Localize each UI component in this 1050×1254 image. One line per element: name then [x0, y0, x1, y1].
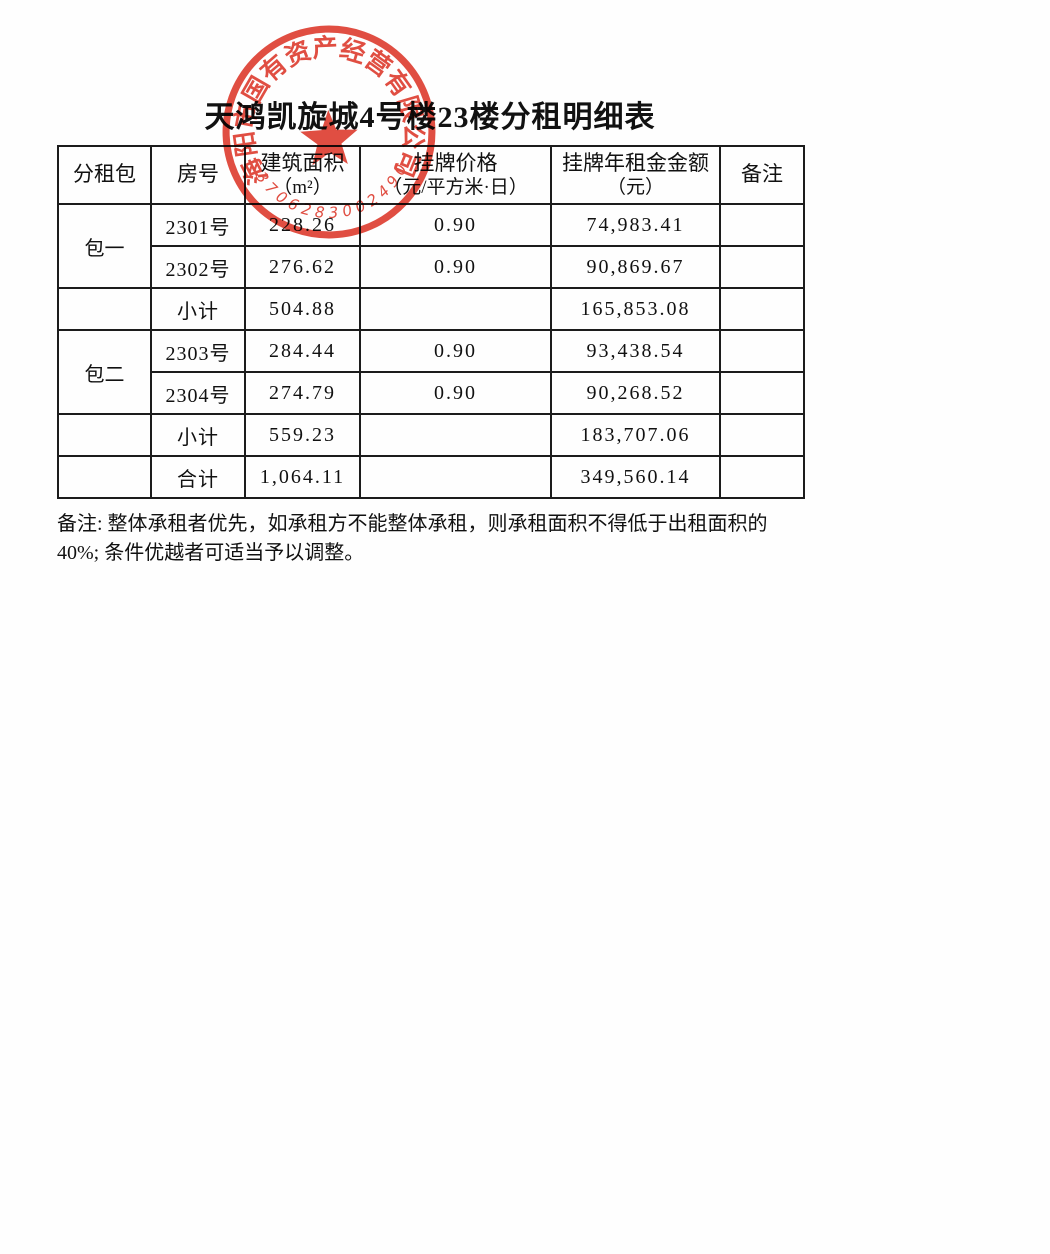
cell-room: 2302号 [150, 245, 246, 289]
cell-note [719, 287, 805, 331]
cell-note [719, 245, 805, 289]
cell-rent: 165,853.08 [550, 287, 721, 331]
cell-group-empty [57, 287, 152, 331]
footer-remark: 备注: 整体承租者优先，如承租方不能整体承租，则承租面积不得低于出租面积的 40… [57, 510, 802, 568]
cell-area: 504.88 [244, 287, 361, 331]
table-row-subtotal: 小计 504.88 165,853.08 [57, 287, 805, 331]
cell-area: 284.44 [244, 329, 361, 373]
cell-rent: 74,983.41 [550, 203, 721, 247]
cell-room: 小计 [150, 287, 246, 331]
header-package: 分租包 [57, 145, 152, 205]
header-area: 建筑面积 （m²） [244, 145, 361, 205]
cell-room: 2304号 [150, 371, 246, 415]
cell-room: 2301号 [150, 203, 246, 247]
cell-note [719, 329, 805, 373]
header-room: 房号 [150, 145, 246, 205]
cell-room: 小计 [150, 413, 246, 457]
header-price: 挂牌价格 （元/平方米·日） [359, 145, 552, 205]
cell-area: 559.23 [244, 413, 361, 457]
cell-price [359, 287, 552, 331]
cell-price: 0.90 [359, 245, 552, 289]
cell-price [359, 455, 552, 499]
cell-note [719, 203, 805, 247]
table-row-subtotal: 小计 559.23 183,707.06 [57, 413, 805, 457]
header-remark: 备注 [719, 145, 805, 205]
table-row: 包二 2303号 284.44 0.90 93,438.54 [57, 329, 805, 415]
table-row: 2304号 274.79 0.90 90,268.52 [58, 371, 805, 415]
cell-rent: 349,560.14 [550, 455, 721, 499]
footer-remark-line1: 备注: 整体承租者优先，如承租方不能整体承租，则承租面积不得低于出租面积的 [57, 513, 768, 535]
cell-note [719, 413, 805, 457]
cell-group-empty [57, 455, 152, 499]
cell-group-2: 包二 [57, 329, 152, 415]
cell-note [719, 371, 805, 415]
cell-price: 0.90 [359, 203, 552, 247]
cell-area: 228.26 [244, 203, 361, 247]
cell-rent: 183,707.06 [550, 413, 721, 457]
cell-note [719, 455, 805, 499]
cell-rent: 90,268.52 [550, 371, 721, 415]
cell-group-1: 包一 [57, 203, 152, 289]
cell-room: 合计 [150, 455, 246, 499]
header-row: 分租包 房号 建筑面积 （m²） 挂牌价格 （元/平方米·日） 挂牌年租金金额 … [57, 145, 805, 205]
cell-area: 1,064.11 [244, 455, 361, 499]
cell-area: 276.62 [244, 245, 361, 289]
table-row: 2302号 276.62 0.90 90,869.67 [58, 245, 805, 289]
header-rent: 挂牌年租金金额 （元） [550, 145, 721, 205]
footer-remark-line2: 40%; 条件优越者可适当予以调整。 [57, 542, 365, 564]
rent-detail-table: 分租包 房号 建筑面积 （m²） 挂牌价格 （元/平方米·日） 挂牌年租金金额 … [57, 145, 805, 499]
page-title: 天鸿凯旋城4号楼23楼分租明细表 [204, 101, 656, 134]
cell-rent: 93,438.54 [550, 329, 721, 373]
cell-price: 0.90 [359, 329, 552, 373]
cell-price [359, 413, 552, 457]
cell-area: 274.79 [244, 371, 361, 415]
cell-price: 0.90 [359, 371, 552, 415]
table-row-total: 合计 1,064.11 349,560.14 [57, 455, 805, 499]
cell-rent: 90,869.67 [550, 245, 721, 289]
table-row: 包一 2301号 228.26 0.90 74,983.41 [57, 203, 805, 289]
cell-room: 2303号 [150, 329, 246, 373]
cell-group-empty [57, 413, 152, 457]
